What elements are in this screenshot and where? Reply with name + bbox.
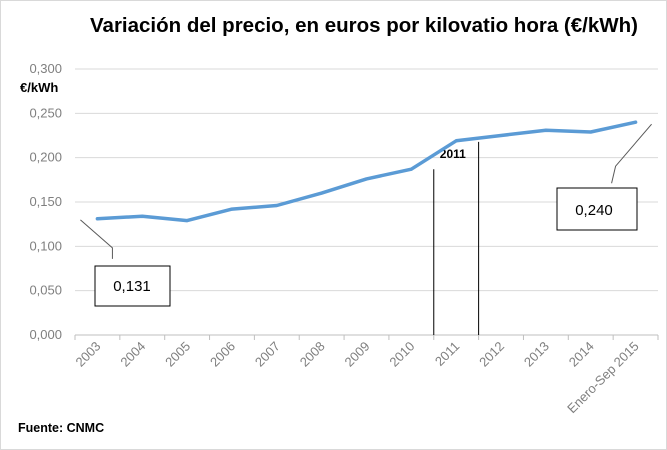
y-tick-label: 0,200 — [29, 150, 62, 165]
end-callout-box — [556, 187, 638, 231]
y-axis-unit-label: €/kWh — [20, 80, 59, 95]
x-tick-label: 2011 — [432, 339, 462, 369]
annotations: 0,131 0,240 — [80, 123, 652, 307]
y-tick-label: 0,100 — [29, 238, 62, 253]
end-value-label: 0,240 — [575, 202, 613, 219]
marker-label: 2011 — [440, 147, 466, 161]
y-tick-label: 0,000 — [29, 327, 62, 342]
data-point — [140, 214, 144, 218]
x-tick-label: 2005 — [162, 339, 193, 370]
y-tick-label: 0,300 — [29, 61, 62, 76]
y-tick-label: 0,050 — [29, 283, 62, 298]
x-tick-label: 2010 — [386, 339, 417, 370]
start-value-label: 0,131 — [113, 278, 151, 295]
data-point — [320, 191, 324, 195]
data-point — [589, 130, 593, 134]
x-tick-label: 2006 — [207, 339, 238, 370]
data-point — [365, 177, 368, 181]
end-callout-leader — [611, 123, 652, 184]
y-tick-labels: 0,000 0,050 0,100 0,150 0,200 0,250 0,300 — [29, 61, 62, 342]
chart-title: Variación del precio, en euros por kilov… — [90, 14, 638, 37]
data-point — [634, 120, 638, 124]
data-point — [544, 128, 548, 132]
y-tick-label: 0,250 — [29, 105, 62, 120]
x-tick-label: 2008 — [297, 339, 328, 370]
source-note: Fuente: CNMC — [18, 421, 105, 435]
data-point — [454, 139, 458, 143]
x-tick-labels: 2003 2004 2005 2006 2007 2008 2009 2010 2011 2012… — [72, 339, 641, 417]
marker-2011-group: 2011 — [433, 141, 480, 335]
data-point — [95, 217, 99, 221]
data-point — [230, 207, 234, 211]
x-tick-label: 2013 — [521, 339, 552, 370]
series-line — [95, 120, 638, 223]
x-tick-label: 2003 — [72, 339, 103, 370]
data-point — [185, 219, 189, 223]
x-tick-label: 2012 — [476, 339, 507, 370]
data-point — [409, 167, 413, 171]
y-tick-label: 0,150 — [29, 194, 62, 209]
data-point — [499, 134, 503, 137]
series-layer — [95, 120, 638, 223]
data-point — [275, 204, 279, 208]
x-tick-label: 2014 — [566, 339, 597, 370]
x-tick-label: 2004 — [117, 339, 148, 370]
start-callout-leader — [80, 219, 113, 259]
x-tick-label: 2009 — [342, 339, 373, 370]
x-tick-label: 2007 — [252, 339, 283, 370]
start-callout-box — [94, 265, 171, 307]
